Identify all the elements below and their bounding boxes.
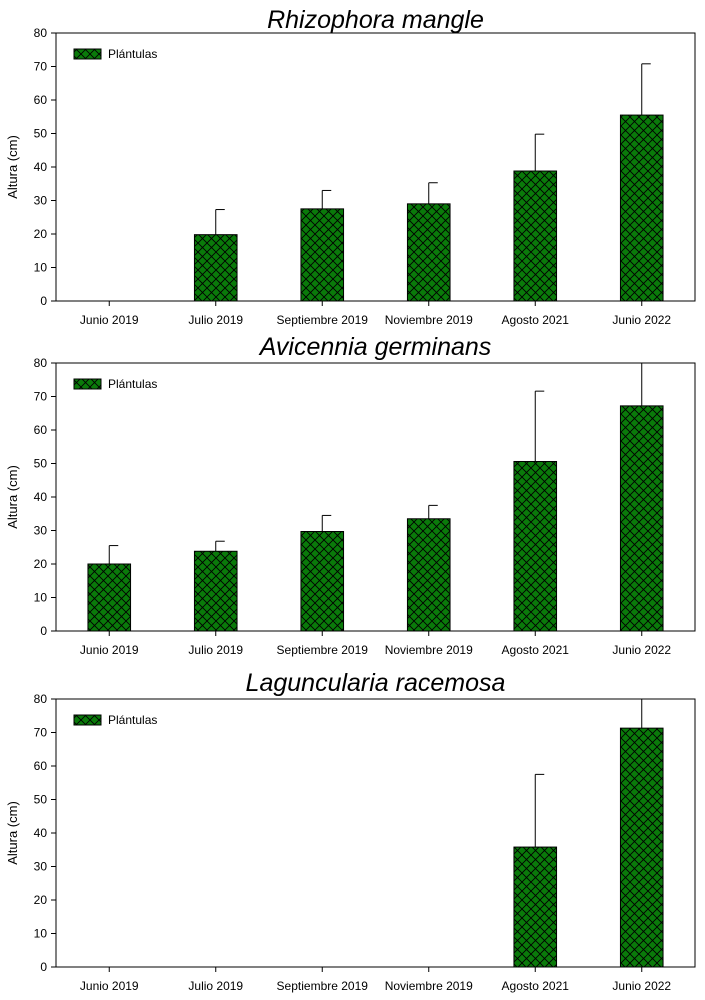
x-tick-label: Junio 2019 xyxy=(80,643,139,657)
chart-panel-2: Avicennia germinans Altura (cm) 0 10 20 30 40 5… xyxy=(5,333,696,657)
chart-title: Rhizophora mangle xyxy=(267,6,484,34)
plot-frame xyxy=(55,362,696,632)
y-tick-label: 30 xyxy=(34,860,48,874)
y-tick-label: 70 xyxy=(34,60,48,74)
y-tick-label: 50 xyxy=(34,457,48,471)
y-tick-label: 60 xyxy=(34,423,48,437)
bar xyxy=(406,203,451,301)
y-tick-label: 0 xyxy=(40,294,47,308)
x-tick-label: Junio 2022 xyxy=(612,979,671,993)
bar xyxy=(300,208,345,301)
legend-swatch xyxy=(73,378,102,390)
x-tick-label: Noviembre 2019 xyxy=(385,979,473,993)
y-tick-label: 0 xyxy=(40,624,47,638)
y-tick-label: 70 xyxy=(34,726,48,740)
y-tick-label: 80 xyxy=(34,356,48,370)
bar xyxy=(619,727,664,967)
y-tick-label: 10 xyxy=(34,927,48,941)
x-tick-label: Septiembre 2019 xyxy=(277,979,369,993)
bars-group xyxy=(87,362,664,631)
y-tick-label: 40 xyxy=(34,160,48,174)
bar xyxy=(619,405,664,631)
y-tick-label: 50 xyxy=(34,127,48,141)
y-tick-label: 20 xyxy=(34,893,48,907)
y-tick-label: 80 xyxy=(34,26,48,40)
bar xyxy=(406,518,451,631)
x-tick-label: Noviembre 2019 xyxy=(385,313,473,327)
chart-panel-3: Laguncularia racemosa Altura (cm) 0 10 20 30 4… xyxy=(5,669,696,993)
x-tick-label: Julio 2019 xyxy=(188,313,243,327)
chart-panel-1: Rhizophora mangle Altura (cm) 0 10 20 30 40 50 6… xyxy=(5,6,696,327)
bar xyxy=(619,114,664,301)
x-tick-label: Julio 2019 xyxy=(188,979,243,993)
y-tick-label: 40 xyxy=(34,826,48,840)
x-tick-label: Junio 2019 xyxy=(80,979,139,993)
x-tick-label: Agosto 2021 xyxy=(502,979,570,993)
y-tick-label: 60 xyxy=(34,93,48,107)
y-tick-label: 70 xyxy=(34,390,48,404)
y-tick-label: 0 xyxy=(40,960,47,974)
x-tick-label: Agosto 2021 xyxy=(502,643,570,657)
legend-label: Plántulas xyxy=(108,377,157,391)
bar xyxy=(513,460,558,631)
x-tick-label: Junio 2022 xyxy=(612,643,671,657)
chart-title: Avicennia germinans xyxy=(258,333,492,361)
plot-frame xyxy=(55,698,696,968)
bar xyxy=(300,531,345,631)
x-tick-label: Septiembre 2019 xyxy=(277,643,369,657)
y-tick-label: 10 xyxy=(34,591,48,605)
x-tick-label: Septiembre 2019 xyxy=(277,313,369,327)
x-tick-label: Agosto 2021 xyxy=(502,313,570,327)
y-tick-label: 30 xyxy=(34,524,48,538)
y-tick-label: 60 xyxy=(34,759,48,773)
y-tick-label: 20 xyxy=(34,227,48,241)
bar xyxy=(87,563,132,631)
legend: Plántulas xyxy=(73,47,157,61)
y-axis-label: Altura (cm) xyxy=(5,801,20,865)
y-tick-label: 40 xyxy=(34,490,48,504)
y-tick-label: 10 xyxy=(34,261,48,275)
bars-group xyxy=(513,698,664,967)
x-tick-label: Junio 2019 xyxy=(80,313,139,327)
legend-swatch xyxy=(73,48,102,60)
plot-frame xyxy=(55,32,696,302)
x-tick-label: Junio 2022 xyxy=(612,313,671,327)
y-tick-label: 80 xyxy=(34,692,48,706)
legend-label: Plántulas xyxy=(108,47,157,61)
x-tick-label: Noviembre 2019 xyxy=(385,643,473,657)
y-tick-label: 20 xyxy=(34,557,48,571)
x-tick-label: Julio 2019 xyxy=(188,643,243,657)
legend: Plántulas xyxy=(73,713,157,727)
bar xyxy=(513,170,558,301)
bar xyxy=(513,846,558,967)
chart-title: Laguncularia racemosa xyxy=(246,669,506,697)
y-tick-label: 50 xyxy=(34,793,48,807)
bars-group xyxy=(193,63,664,301)
legend: Plántulas xyxy=(73,377,157,391)
legend-swatch xyxy=(73,714,102,726)
y-axis-label: Altura (cm) xyxy=(5,135,20,199)
bar xyxy=(193,550,238,631)
legend-label: Plántulas xyxy=(108,713,157,727)
y-tick-label: 30 xyxy=(34,194,48,208)
y-axis-label: Altura (cm) xyxy=(5,465,20,529)
bar xyxy=(193,234,238,301)
